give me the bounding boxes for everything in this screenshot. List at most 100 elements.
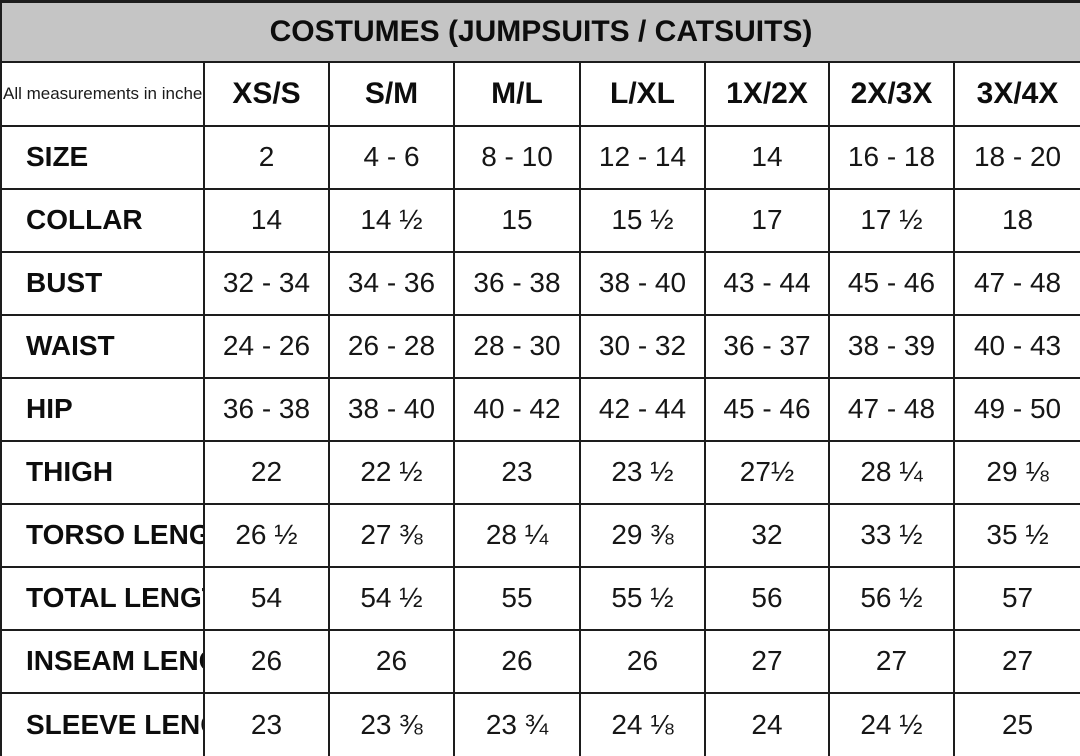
measurement-cell: 22: [203, 439, 330, 505]
measurement-cell: 23: [453, 439, 581, 505]
measurement-cell: 32: [704, 502, 830, 568]
measurement-cell: 29 ⅛: [952, 439, 1080, 505]
measurement-cell: 16 - 18: [828, 124, 955, 190]
measurement-cell: 27: [952, 628, 1080, 694]
measurement-cell: 55: [453, 565, 581, 631]
row-label-torso-length: TORSO LENGTH: [0, 502, 205, 568]
measurement-cell: 56: [704, 565, 830, 631]
measurement-cell: 23 ¾: [453, 691, 581, 756]
table-row-sleeve-length: SLEEVE LENGTH 23 23 ⅜ 23 ¾ 24 ⅛ 24 24 ½ …: [0, 691, 1080, 756]
row-label-collar: COLLAR: [0, 187, 205, 253]
table-row-collar: COLLAR 14 14 ½ 15 15 ½ 17 17 ½ 18: [0, 187, 1080, 253]
measurement-cell: 23: [203, 691, 330, 756]
measurement-cell: 34 - 36: [328, 250, 455, 316]
measurement-cell: 24 ⅛: [579, 691, 706, 756]
table-row-total-length: TOTAL LENGTH 54 54 ½ 55 55 ½ 56 56 ½ 57: [0, 565, 1080, 631]
measurement-cell: 38 - 40: [328, 376, 455, 442]
measurement-cell: 45 - 46: [828, 250, 955, 316]
measurement-cell: 27½: [704, 439, 830, 505]
measurement-cell: 36 - 38: [453, 250, 581, 316]
measurement-note: All measurements in inches: [0, 60, 205, 127]
row-label-size: SIZE: [0, 124, 205, 190]
measurement-cell: 40 - 43: [952, 313, 1080, 379]
column-header-l-xl: L/XL: [579, 60, 706, 127]
row-label-inseam-length: INSEAM LENGTH: [0, 628, 205, 694]
row-label-thigh: THIGH: [0, 439, 205, 505]
measurement-cell: 38 - 39: [828, 313, 955, 379]
row-label-waist: WAIST: [0, 313, 205, 379]
column-header-xs-s: XS/S: [203, 60, 330, 127]
row-label-hip: HIP: [0, 376, 205, 442]
table-row-waist: WAIST 24 - 26 26 - 28 28 - 30 30 - 32 36…: [0, 313, 1080, 379]
measurement-cell: 47 - 48: [952, 250, 1080, 316]
measurement-cell: 57: [952, 565, 1080, 631]
column-header-m-l: M/L: [453, 60, 581, 127]
measurement-cell: 26: [328, 628, 455, 694]
measurement-cell: 32 - 34: [203, 250, 330, 316]
measurement-cell: 36 - 38: [203, 376, 330, 442]
measurement-cell: 55 ½: [579, 565, 706, 631]
measurement-cell: 15: [453, 187, 581, 253]
measurement-cell: 18 - 20: [952, 124, 1080, 190]
measurement-cell: 27: [704, 628, 830, 694]
measurement-cell: 24 ½: [828, 691, 955, 756]
measurement-cell: 14 ½: [328, 187, 455, 253]
measurement-cell: 49 - 50: [952, 376, 1080, 442]
measurement-cell: 26: [203, 628, 330, 694]
measurement-cell: 42 - 44: [579, 376, 706, 442]
measurement-cell: 25: [952, 691, 1080, 756]
row-label-total-length: TOTAL LENGTH: [0, 565, 205, 631]
measurement-cell: 47 - 48: [828, 376, 955, 442]
table-row-bust: BUST 32 - 34 34 - 36 36 - 38 38 - 40 43 …: [0, 250, 1080, 316]
measurement-cell: 43 - 44: [704, 250, 830, 316]
measurement-cell: 18: [952, 187, 1080, 253]
measurement-cell: 4 - 6: [328, 124, 455, 190]
measurement-cell: 29 ⅜: [579, 502, 706, 568]
measurement-cell: 24 - 26: [203, 313, 330, 379]
measurement-cell: 23 ½: [579, 439, 706, 505]
measurement-cell: 24: [704, 691, 830, 756]
table-row-size: SIZE 2 4 - 6 8 - 10 12 - 14 14 16 - 18 1…: [0, 124, 1080, 190]
column-header-s-m: S/M: [328, 60, 455, 127]
measurement-cell: 28 ¼: [453, 502, 581, 568]
table-title-row: COSTUMES (JUMPSUITS / CATSUITS): [0, 0, 1080, 63]
measurement-cell: 2: [203, 124, 330, 190]
measurement-cell: 27: [828, 628, 955, 694]
measurement-cell: 12 - 14: [579, 124, 706, 190]
measurement-cell: 26: [453, 628, 581, 694]
measurement-cell: 54: [203, 565, 330, 631]
row-label-sleeve-length: SLEEVE LENGTH: [0, 691, 205, 756]
measurement-cell: 26: [579, 628, 706, 694]
measurement-cell: 38 - 40: [579, 250, 706, 316]
row-label-bust: BUST: [0, 250, 205, 316]
column-header-2x-3x: 2X/3X: [828, 60, 955, 127]
measurement-cell: 8 - 10: [453, 124, 581, 190]
measurement-cell: 27 ⅜: [328, 502, 455, 568]
table-title: COSTUMES (JUMPSUITS / CATSUITS): [0, 0, 1080, 63]
measurement-cell: 14: [203, 187, 330, 253]
measurement-cell: 15 ½: [579, 187, 706, 253]
measurement-cell: 56 ½: [828, 565, 955, 631]
measurement-cell: 28 - 30: [453, 313, 581, 379]
table-row-torso-length: TORSO LENGTH 26 ½ 27 ⅜ 28 ¼ 29 ⅜ 32 33 ½…: [0, 502, 1080, 568]
table-row-hip: HIP 36 - 38 38 - 40 40 - 42 42 - 44 45 -…: [0, 376, 1080, 442]
measurement-cell: 28 ¼: [828, 439, 955, 505]
measurement-cell: 33 ½: [828, 502, 955, 568]
measurement-cell: 22 ½: [328, 439, 455, 505]
table-row-inseam-length: INSEAM LENGTH 26 26 26 26 27 27 27: [0, 628, 1080, 694]
measurement-cell: 40 - 42: [453, 376, 581, 442]
measurement-cell: 26 - 28: [328, 313, 455, 379]
measurement-cell: 30 - 32: [579, 313, 706, 379]
measurement-cell: 45 - 46: [704, 376, 830, 442]
column-header-1x-2x: 1X/2X: [704, 60, 830, 127]
measurement-cell: 35 ½: [952, 502, 1080, 568]
column-header-row: All measurements in inches XS/S S/M M/L …: [0, 60, 1080, 127]
measurement-cell: 14: [704, 124, 830, 190]
table-row-thigh: THIGH 22 22 ½ 23 23 ½ 27½ 28 ¼ 29 ⅛: [0, 439, 1080, 505]
column-header-3x-4x: 3X/4X: [952, 60, 1080, 127]
measurement-cell: 36 - 37: [704, 313, 830, 379]
measurement-cell: 17: [704, 187, 830, 253]
measurement-cell: 17 ½: [828, 187, 955, 253]
measurement-cell: 26 ½: [203, 502, 330, 568]
